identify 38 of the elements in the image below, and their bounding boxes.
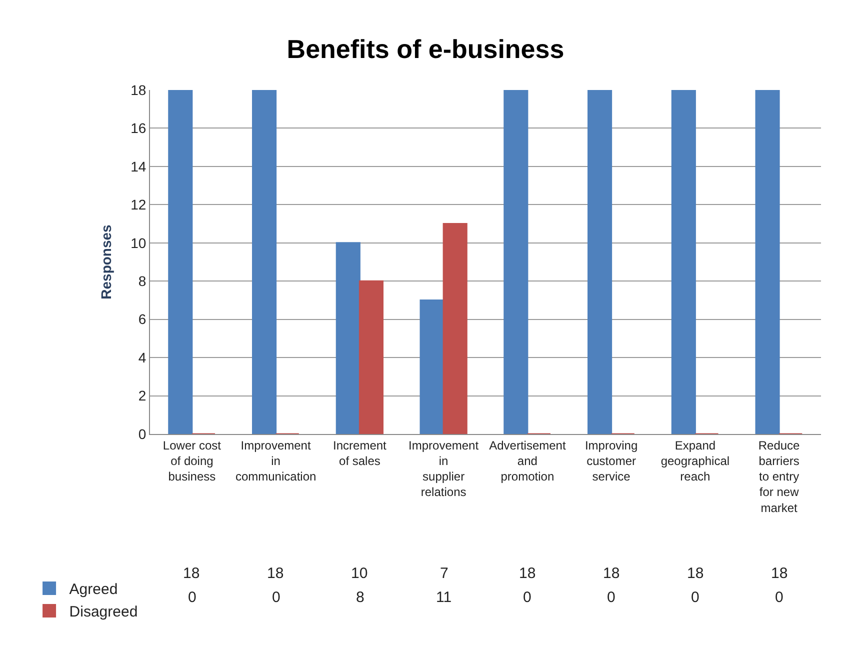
y-tick-label: 10 (130, 234, 146, 251)
data-label: 18 (687, 565, 704, 582)
data-label: 18 (771, 565, 788, 582)
legend-label: Disagreed (69, 604, 138, 621)
x-tick-label: Advertisement and promotion (489, 438, 566, 484)
data-label: 18 (183, 565, 200, 582)
x-tick-label: Reduce barriers to entry for new market (758, 438, 800, 515)
data-label: 18 (519, 565, 536, 582)
data-label: 0 (775, 589, 784, 606)
data-label: 0 (272, 589, 280, 606)
x-tick-label: Improvement in supplier relations (408, 438, 480, 500)
data-label: 18 (267, 565, 284, 582)
data-label: 0 (523, 589, 532, 606)
x-tick-label: Improving customer service (584, 438, 638, 484)
y-tick-label: 12 (130, 196, 146, 213)
y-axis-title: Responses (98, 224, 114, 300)
chart-title: Benefits of e-business (286, 34, 564, 64)
data-label: 0 (691, 589, 700, 606)
data-label: 8 (356, 589, 364, 606)
y-tick-label: 6 (138, 311, 146, 328)
x-tick-label: Expand geographical reach (660, 438, 730, 484)
data-label: 7 (440, 565, 448, 582)
y-tick-label: 16 (130, 120, 146, 136)
legend-label: Agreed (69, 581, 118, 598)
y-tick-label: 2 (138, 388, 146, 404)
data-label: 18 (603, 565, 620, 582)
y-tick-label: 14 (130, 158, 146, 174)
data-label: 0 (188, 589, 196, 606)
data-label: 11 (436, 589, 452, 606)
x-tick-label: Improvement in communication (235, 438, 316, 484)
data-label: 0 (607, 589, 616, 606)
data-label: 10 (351, 565, 368, 582)
x-tick-label: Increment of sales (333, 438, 388, 468)
y-tick-label: 0 (138, 426, 146, 442)
y-tick-label: 8 (138, 273, 146, 290)
y-tick-label: 4 (138, 349, 146, 366)
y-tick-label: 18 (130, 82, 146, 98)
x-tick-label: Lower cost of doing business (162, 438, 222, 484)
